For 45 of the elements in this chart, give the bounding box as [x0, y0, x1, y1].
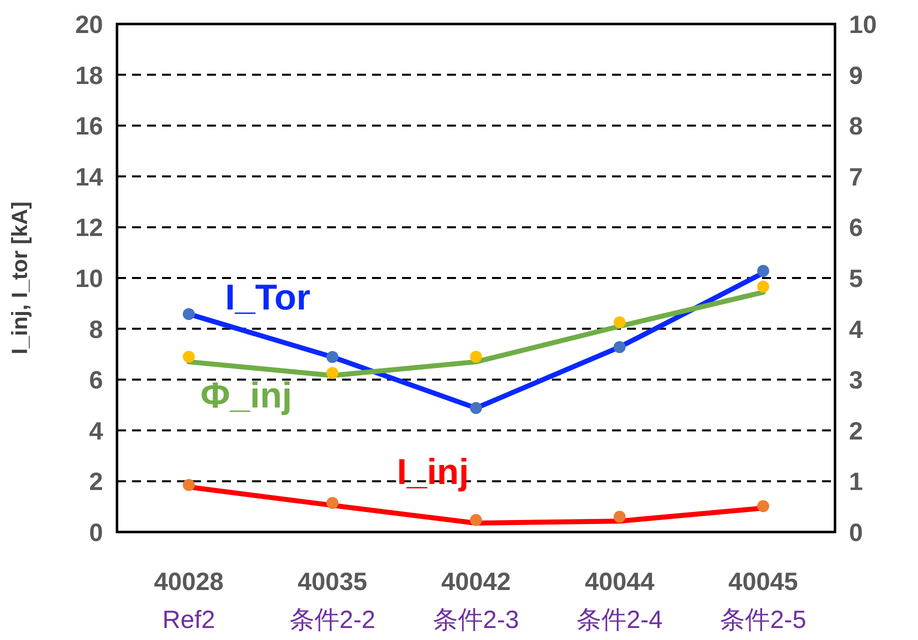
point — [614, 510, 626, 523]
point — [182, 308, 195, 320]
point — [614, 316, 626, 328]
y2-tick-label: 4 — [849, 316, 863, 344]
y2-tick-label: 3 — [849, 366, 863, 395]
y-tick-label: 20 — [75, 11, 103, 39]
x-tick-label: 40045 条件2-5 — [720, 568, 806, 634]
x-tick-label: 40028 Ref2 — [154, 568, 224, 634]
y2-tick-label: 2 — [849, 417, 863, 446]
y-tick-label: 0 — [89, 519, 103, 547]
y-tick-label: 18 — [75, 62, 104, 90]
y2-tick-label: 0 — [849, 519, 863, 547]
y2-tick-label: 8 — [849, 112, 863, 141]
y-tick-label: 10 — [75, 265, 103, 293]
y-tick-label: 4 — [89, 417, 104, 446]
x-tick-label: 40044 条件2-4 — [576, 568, 663, 634]
point — [182, 479, 195, 492]
series-label: Φ_inj — [200, 374, 292, 416]
point — [326, 497, 338, 510]
x-tick-label: 40042 条件2-3 — [432, 568, 520, 634]
y-tick-label: 6 — [89, 366, 103, 395]
point — [470, 350, 482, 363]
point — [757, 264, 770, 277]
point — [757, 500, 770, 512]
point — [470, 514, 482, 526]
y2-tick-label: 10 — [849, 11, 877, 39]
y2-tick-label: 1 — [849, 468, 863, 496]
y-tick-label: 14 — [75, 163, 104, 192]
point — [614, 341, 626, 354]
y2-tick-label: 5 — [849, 265, 863, 293]
point — [182, 350, 195, 363]
point — [757, 280, 770, 293]
x-tick-label: 40035 条件2-2 — [289, 568, 376, 634]
y2-tick-label: 9 — [849, 62, 863, 90]
y-axis-title: I_inj, I_tor [kA] — [7, 202, 32, 354]
series-label: I_Tor — [225, 276, 310, 318]
point — [326, 366, 338, 379]
y-tick-label: 8 — [89, 316, 104, 344]
y2-tick-label: 6 — [849, 214, 863, 242]
y-tick-label: 16 — [75, 112, 103, 141]
y-tick-label: 12 — [75, 214, 103, 242]
y2-tick-label: 7 — [849, 163, 863, 192]
point — [470, 402, 482, 414]
point — [326, 350, 338, 363]
y-tick-label: 2 — [89, 468, 103, 496]
